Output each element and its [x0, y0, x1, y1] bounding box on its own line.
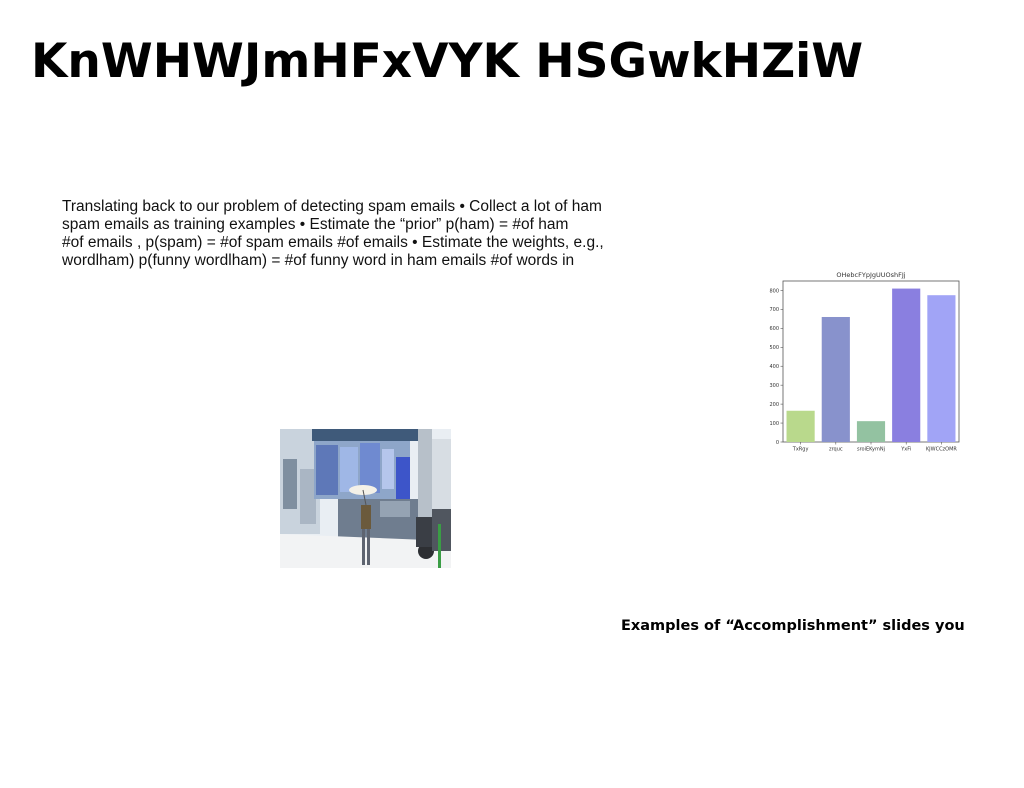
- street-photo-image: [280, 429, 451, 568]
- bar-zrquc: [821, 316, 850, 442]
- street-photo: [280, 429, 451, 568]
- bar-chart-svg: OHebcFYpJgUUOshFJj 0 100 200 300 400 500 600 70…: [769, 271, 960, 453]
- slide-body-text: Translating back to our problem of detec…: [62, 198, 642, 270]
- body-text-line: Translating back to our problem of detec…: [62, 198, 602, 215]
- y-tick-label: 700: [769, 307, 779, 313]
- x-tick-label: KJWCCzOMR: [926, 447, 958, 453]
- y-axis: 0 100 200 300 400 500 600 700 800: [769, 288, 783, 446]
- x-tick-label: zrquc: [829, 447, 843, 453]
- bar-yxfi: [892, 288, 921, 442]
- y-tick-label: 200: [769, 402, 779, 408]
- y-tick-label: 800: [769, 288, 779, 294]
- bar-txrgy: [786, 410, 815, 442]
- chart-title: OHebcFYpJgUUOshFJj: [836, 271, 905, 279]
- slide-footer-text: Examples of “Accomplishment” slides you: [621, 618, 965, 634]
- y-tick-label: 0: [776, 440, 779, 446]
- y-tick-label: 300: [769, 383, 779, 389]
- x-axis: TxRgy zrquc sroiEKymNj YxFi KJWCCzOMR: [792, 442, 958, 453]
- x-tick-label: YxFi: [900, 447, 911, 453]
- slide-title: KnWHWJmHFxVYK HSGwkHZiW: [31, 34, 864, 89]
- y-tick-label: 600: [769, 326, 779, 332]
- y-tick-label: 400: [769, 364, 779, 370]
- bar-chart: OHebcFYpJgUUOshFJj 0 100 200 300 400 500 600 70…: [760, 266, 968, 458]
- body-text-line: wordlham) p(funny wordlham) = #of funny …: [62, 252, 575, 269]
- bar-series: [786, 288, 956, 442]
- bar-sroiekymnj: [856, 421, 886, 442]
- body-text-line: spam emails as training examples • Estim…: [62, 216, 569, 233]
- x-tick-label: sroiEKymNj: [857, 447, 885, 453]
- bar-kjwcczomr: [927, 295, 956, 442]
- y-tick-label: 100: [769, 421, 779, 427]
- body-text-line: #of emails , p(spam) = #of spam emails #…: [62, 234, 604, 251]
- x-tick-label: TxRgy: [792, 447, 809, 453]
- y-tick-label: 500: [769, 345, 779, 351]
